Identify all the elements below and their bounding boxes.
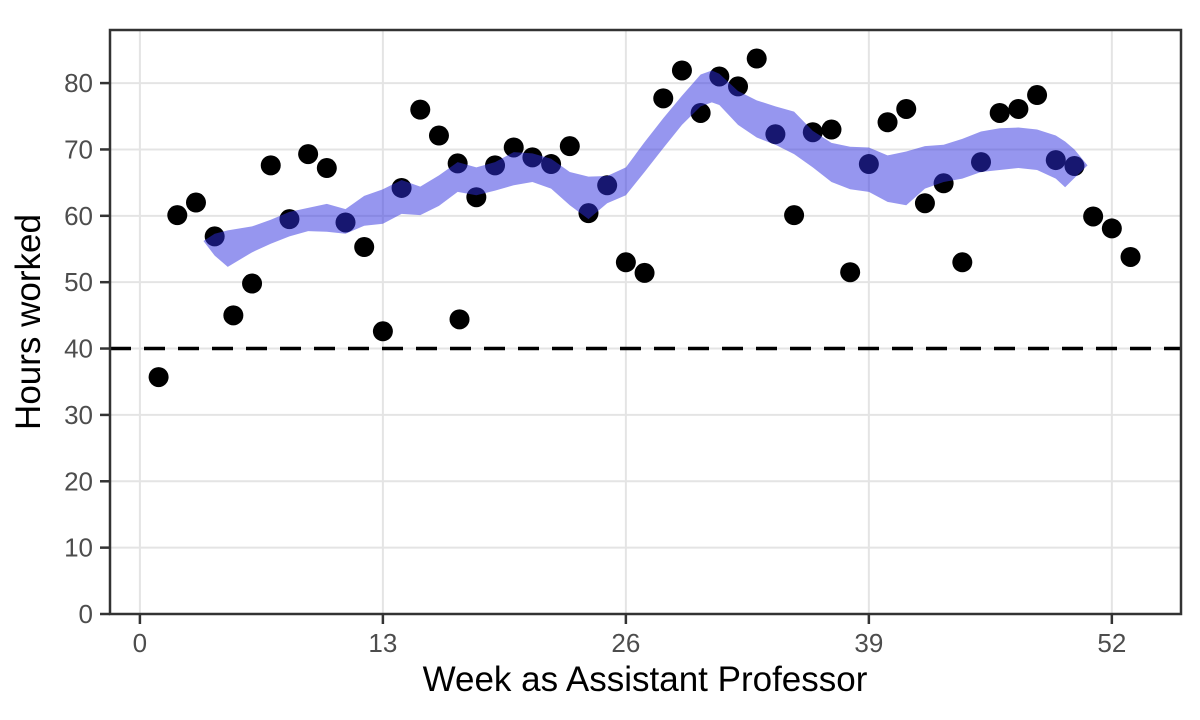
data-point xyxy=(410,99,431,120)
data-point xyxy=(1120,246,1141,267)
x-tick-label: 26 xyxy=(611,628,640,658)
data-point xyxy=(746,48,767,69)
data-point xyxy=(372,321,393,342)
ribbon-band xyxy=(203,70,1088,267)
data-point xyxy=(1008,98,1029,119)
y-tick-label: 10 xyxy=(64,533,93,563)
rolling-average-ribbon xyxy=(203,70,1088,267)
y-tick-label: 30 xyxy=(64,400,93,430)
y-tick-label: 70 xyxy=(64,134,93,164)
data-point xyxy=(559,136,580,157)
data-point xyxy=(634,262,655,283)
data-point xyxy=(316,158,337,179)
data-point xyxy=(821,119,842,140)
data-point xyxy=(449,309,470,330)
plot-background xyxy=(110,30,1181,614)
data-point xyxy=(298,144,319,165)
data-point xyxy=(896,98,917,119)
data-point xyxy=(148,367,169,388)
y-axis-title: Hours worked xyxy=(9,214,48,430)
data-point xyxy=(952,252,973,273)
data-point xyxy=(784,205,805,226)
data-point xyxy=(167,205,188,226)
data-point xyxy=(503,137,524,158)
data-point xyxy=(354,237,375,258)
data-point xyxy=(1083,206,1104,227)
data-point xyxy=(428,125,449,146)
y-tick-label: 0 xyxy=(79,599,93,629)
axis-ticks xyxy=(100,81,1114,624)
data-point xyxy=(242,273,263,294)
x-tick-label: 39 xyxy=(854,628,883,658)
data-point xyxy=(1027,85,1048,106)
data-point xyxy=(260,155,281,176)
y-tick-label: 20 xyxy=(64,466,93,496)
y-tick-label: 50 xyxy=(64,267,93,297)
data-point xyxy=(989,102,1010,123)
data-point xyxy=(877,112,898,133)
y-tick-label: 80 xyxy=(64,68,93,98)
data-point xyxy=(1101,218,1122,239)
data-point xyxy=(615,252,636,273)
data-point xyxy=(914,193,935,214)
axis-tick-labels: 0 10 20 30 40 50 60 70 80 0 13 26 39 52 xyxy=(64,68,1126,658)
data-point xyxy=(223,305,244,326)
data-point xyxy=(185,192,206,213)
data-point xyxy=(840,262,861,283)
data-point xyxy=(671,60,692,81)
y-tick-label: 60 xyxy=(64,201,93,231)
panel-border xyxy=(108,28,1183,616)
data-point xyxy=(653,88,674,109)
x-axis-title: Week as Assistant Professor xyxy=(423,660,868,699)
x-tick-label: 13 xyxy=(368,628,397,658)
y-tick-label: 40 xyxy=(64,334,93,364)
x-tick-label: 0 xyxy=(133,628,147,658)
x-tick-label: 52 xyxy=(1097,628,1126,658)
